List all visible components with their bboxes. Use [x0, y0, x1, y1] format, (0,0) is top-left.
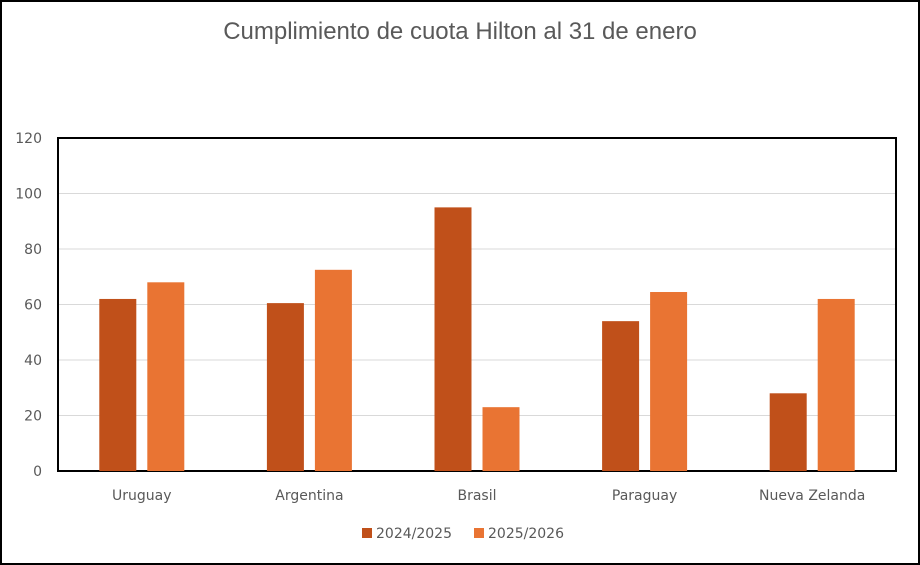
- bar-2025-2026-brasil: [482, 407, 520, 471]
- x-axis-categories: Uruguay Argentina Brasil Paraguay Nueva Zela…: [112, 488, 865, 504]
- bar-2024-2025-uruguay: [99, 298, 137, 471]
- bars: [99, 207, 855, 471]
- x-category-label: Argentina: [275, 488, 343, 504]
- y-tick-label: 60: [24, 298, 42, 314]
- x-category-label: Brasil: [457, 488, 496, 504]
- legend-label: 2025/2026: [488, 526, 564, 542]
- bar-2025-2026-paraguay: [650, 292, 688, 471]
- bar-2025-2026-nueva-zelanda: [817, 298, 855, 471]
- y-tick-label: 80: [24, 242, 42, 258]
- legend-swatch: [362, 528, 372, 538]
- legend: 2024/2025 2025/2026: [362, 526, 564, 542]
- y-tick-label: 100: [15, 187, 42, 203]
- bar-2024-2025-paraguay: [602, 321, 640, 471]
- bar-2024-2025-argentina: [266, 303, 304, 471]
- chart-title: Cumplimiento de cuota Hilton al 31 de en…: [223, 18, 697, 45]
- y-tick-label: 20: [24, 409, 42, 425]
- y-tick-label: 120: [15, 131, 42, 147]
- bar-2025-2026-uruguay: [147, 282, 185, 471]
- y-tick-label: 0: [33, 464, 42, 480]
- y-axis-ticks: 0 20 40 60 80 100 120: [15, 131, 42, 480]
- legend-swatch: [474, 528, 484, 538]
- plot-area-border: [57, 137, 897, 472]
- x-category-label: Uruguay: [112, 488, 172, 504]
- bar-2024-2025-nueva-zelanda: [769, 393, 807, 471]
- y-tick-label: 40: [24, 353, 42, 369]
- x-category-label: Paraguay: [612, 488, 677, 504]
- bar-2025-2026-argentina: [314, 269, 352, 471]
- legend-label: 2024/2025: [376, 526, 452, 542]
- x-category-label: Nueva Zelanda: [759, 488, 865, 504]
- bar-2024-2025-brasil: [434, 207, 472, 471]
- gridlines: [58, 193, 896, 416]
